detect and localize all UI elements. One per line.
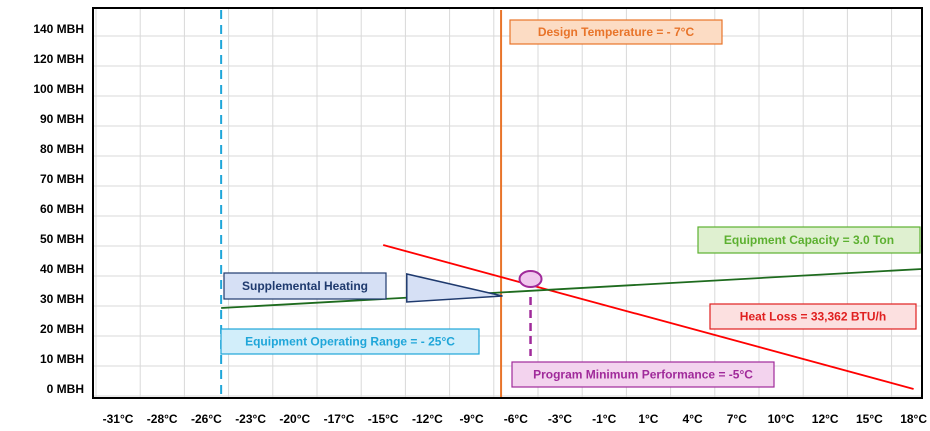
x-tick-label: -23°C — [235, 412, 266, 426]
design-temperature-label-box — [509, 19, 723, 45]
x-tick-label: -28°C — [147, 412, 178, 426]
x-tick-label: -6°C — [504, 412, 528, 426]
y-tick-label: 40 MBH — [40, 262, 84, 276]
supplemental-heating-label-box — [223, 272, 387, 300]
y-axis: 140 MBH 120 MBH 100 MBH 90 MBH 80 MBH 70 MBH 6… — [33, 22, 84, 396]
y-tick-label: 80 MBH — [40, 142, 84, 156]
operating-range-label: Equipment Operating Range = - 25°C — [245, 335, 455, 349]
y-tick-label: 140 MBH — [33, 22, 84, 36]
y-tick-label: 100 MBH — [33, 82, 84, 96]
x-tick-label: 7°C — [727, 412, 747, 426]
y-tick-label: 20 MBH — [40, 322, 84, 336]
x-tick-label: -31°C — [103, 412, 134, 426]
minimum-performance-label-box — [511, 361, 775, 388]
x-tick-label: 12°C — [812, 412, 839, 426]
y-tick-label: 70 MBH — [40, 172, 84, 186]
minimum-performance-label: Program Minimum Performance = -5°C — [533, 368, 753, 382]
annotations: Supplemental Heating Design Temperature =… — [220, 19, 921, 388]
equipment-capacity-label-box — [697, 226, 921, 254]
x-tick-label: -17°C — [324, 412, 355, 426]
heat-loss-label: Heat Loss = 33,362 BTU/h — [740, 310, 886, 324]
y-tick-label: 90 MBH — [40, 112, 84, 126]
x-tick-label: -20°C — [279, 412, 310, 426]
supplemental-heating-wedge — [406, 273, 503, 303]
x-tick-label: -12°C — [412, 412, 443, 426]
y-tick-label: 50 MBH — [40, 232, 84, 246]
equipment-capacity-line — [221, 268, 923, 309]
plot-frame — [92, 7, 923, 399]
y-tick-label: 60 MBH — [40, 202, 84, 216]
minimum-performance-marker — [518, 270, 543, 288]
equipment-capacity-label: Equipment Capacity = 3.0 Ton — [724, 233, 894, 247]
heat-loss-line — [382, 244, 914, 390]
operating-range-label-box — [220, 328, 480, 355]
x-tick-label: -26°C — [191, 412, 222, 426]
y-tick-label: 30 MBH — [40, 292, 84, 306]
x-tick-label: -9°C — [460, 412, 484, 426]
x-tick-label: -1°C — [592, 412, 616, 426]
x-tick-label: 10°C — [768, 412, 795, 426]
x-tick-label: 18°C — [900, 412, 927, 426]
gridlines — [93, 8, 922, 398]
x-tick-label: -15°C — [368, 412, 399, 426]
supplemental-heating-label: Supplemental Heating — [242, 279, 368, 293]
heat-loss-label-box — [709, 303, 917, 330]
x-tick-label: 4°C — [683, 412, 703, 426]
x-tick-label: 1°C — [638, 412, 658, 426]
x-axis: -31°C -28°C -26°C -23°C -20°C -17°C -15°C -12°C… — [103, 412, 928, 426]
y-tick-label: 120 MBH — [33, 52, 84, 66]
design-temperature-label: Design Temperature = - 7°C — [538, 25, 695, 39]
y-tick-label: 0 MBH — [47, 382, 84, 396]
x-tick-label: -3°C — [548, 412, 572, 426]
y-tick-label: 10 MBH — [40, 352, 84, 366]
x-tick-label: 15°C — [856, 412, 883, 426]
